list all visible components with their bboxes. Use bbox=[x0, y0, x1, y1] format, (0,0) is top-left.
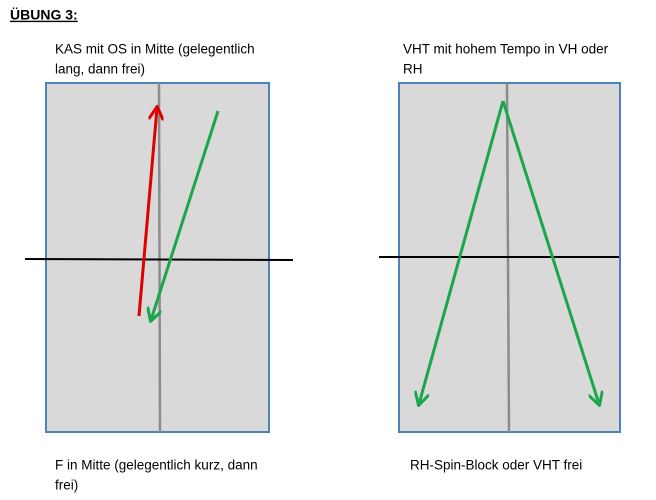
label: RH-Spin-Block oder VHT frei bbox=[410, 458, 582, 473]
table-right bbox=[379, 82, 621, 433]
label: KAS mit OS in Mitte (gelegentlich bbox=[55, 42, 255, 57]
table-left bbox=[24, 82, 294, 433]
arrow-green bbox=[419, 100, 505, 404]
table bbox=[45, 82, 270, 433]
label: F in Mitte (gelegentlich kurz, dann bbox=[55, 458, 258, 473]
center-line bbox=[157, 82, 162, 433]
arrow-green bbox=[501, 100, 599, 404]
label: RH bbox=[403, 62, 423, 77]
arrow-red bbox=[137, 108, 157, 317]
label: VHT mit hohem Tempo in VH oder bbox=[403, 42, 609, 57]
title: ÜBUNG 3: bbox=[10, 7, 78, 23]
label: frei) bbox=[55, 478, 78, 493]
label: lang, dann frei) bbox=[55, 62, 145, 77]
arrow-green bbox=[151, 110, 220, 320]
net bbox=[24, 258, 294, 261]
